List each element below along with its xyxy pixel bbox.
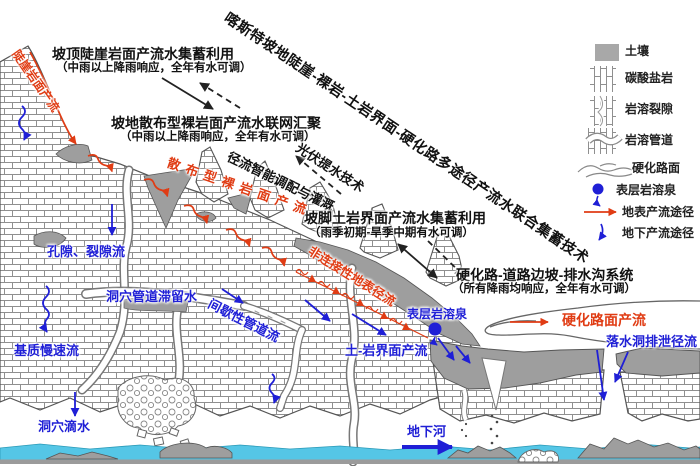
flow-label-sinkhole-drainage: 落水洞排泄径流: [606, 334, 698, 349]
legend-item-surface-flow: 地表产流途径: [622, 205, 695, 219]
sinkhole-funnel: [460, 357, 507, 452]
legend-item-soil: 土壤: [625, 44, 650, 58]
subsurface-flow-arrow: [598, 223, 607, 241]
flow-label-epikarst-spring: 表层岩溶泉: [407, 307, 468, 321]
karst-conduits: [77, 165, 360, 466]
soil-swatch: [595, 44, 619, 61]
soil-pockets: [33, 144, 481, 347]
legend-item-carbonate-rock: 碳酸盐岩: [625, 71, 674, 85]
surface-flow-paths: [29, 51, 549, 339]
legend-item-karst-fissure: 岩溶裂隙: [625, 102, 674, 116]
legend-item-subsurface-flow: 地下产流途径: [622, 226, 695, 240]
carbonate-rock-swatch: [590, 66, 616, 92]
rock-right-mass: [619, 371, 700, 422]
underground-river: [0, 437, 700, 464]
subsurface-flow-paths: [18, 105, 629, 455]
flow-label-soil-rock-interface-flow: 土-岩界面产流: [345, 343, 428, 358]
flow-label-road-surface-runoff: 硬化路面产流: [562, 312, 646, 328]
karst-fissure-swatch: [590, 94, 616, 128]
legend-item-karst-conduit: 岩溶管道: [625, 133, 674, 147]
epikarst-spring-dot: [428, 322, 442, 336]
flow-label-pore-fissure-flow: 孔隙、裂隙流: [47, 244, 126, 259]
callout-slope-title: 坡地散布型裸岩面产流水联网汇聚: [111, 115, 321, 131]
callout-slope-note: （中雨以上降雨响应，全年有水可调）: [120, 131, 316, 143]
cave-breakdown: [117, 375, 197, 457]
road-soil: [429, 339, 700, 390]
callout-toe-title: 坡脚土岩界面产流水集蓄利用: [304, 210, 486, 226]
legend-item-hardened-road: 硬化路面: [632, 161, 681, 175]
callout-road-system-note: （所有降雨均响应，全年有水可调）: [452, 283, 636, 295]
flow-label-cave-drip: 洞穴滴水: [38, 419, 91, 434]
callout-crest-title: 坡顶陡崖岩面产流水集蓄利用: [52, 46, 234, 62]
flow-label-underground-river: 地下河: [407, 424, 447, 439]
epikarst-spring-icon: [592, 183, 604, 207]
legend-icons: [577, 44, 633, 241]
callout-crest-note: （中雨以上降雨响应，全年有水可调）: [56, 62, 252, 74]
karst-conduit-swatch: [585, 128, 623, 154]
annotation-arrows: [161, 77, 465, 279]
flow-label-matrix-slow-flow: 基质慢速流: [14, 343, 80, 358]
hardened-road-swatch: [577, 163, 633, 178]
legend-item-epikarst-spring: 表层岩溶泉: [616, 183, 677, 197]
callout-road-system-title: 硬化路-道路边坡-排水沟系统: [456, 267, 634, 283]
flow-label-cave-conduit-storage: 洞穴管道滞留水: [106, 289, 198, 304]
callout-toe-note: （雨季初期-旱季中期有水可调）: [309, 227, 474, 239]
